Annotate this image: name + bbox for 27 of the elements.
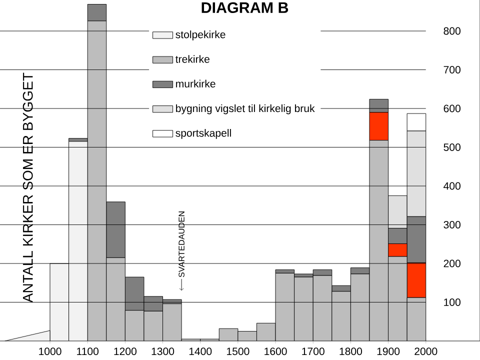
y-tick-label: 600	[444, 104, 460, 112]
y-tick-label: 800	[444, 27, 460, 35]
y-tick-label: 100	[444, 298, 460, 306]
chart-title: DIAGRAM B	[202, 2, 288, 14]
annotation: SVARTEDAUDEN	[178, 212, 184, 278]
y-tick-label: 700	[444, 66, 460, 74]
x-tick-label: 1100	[77, 348, 99, 356]
x-tick-label: 1900	[377, 348, 400, 356]
x-tick-label: 1500	[227, 348, 250, 356]
x-tick-label: 1800	[340, 348, 362, 356]
x-tick-label: 1700	[302, 348, 324, 356]
y-tick-label: 500	[444, 144, 460, 151]
y-axis-title: ANTALL KIRKER SOM ER BYGGET	[22, 72, 33, 303]
x-tick-label: 1200	[114, 348, 136, 356]
legend-label: bygning vigslet til kirkelig bruk	[176, 104, 315, 114]
x-tick-label: 1600	[264, 348, 287, 356]
legend-label: stolpekirke	[176, 30, 226, 40]
y-tick-label: 200	[444, 260, 460, 268]
x-tick-label: 1000	[39, 348, 62, 356]
x-tick-label: 1400	[189, 348, 212, 356]
y-tick-label: 300	[444, 221, 460, 228]
legend-label: trekirke	[176, 55, 210, 63]
x-tick-label: 2000	[414, 348, 438, 356]
x-tick-label: 1300	[152, 348, 174, 356]
y-tick-label: 400	[444, 182, 460, 190]
legend-label: sportskapell	[176, 129, 231, 139]
legend-label: murkirke	[176, 80, 216, 88]
